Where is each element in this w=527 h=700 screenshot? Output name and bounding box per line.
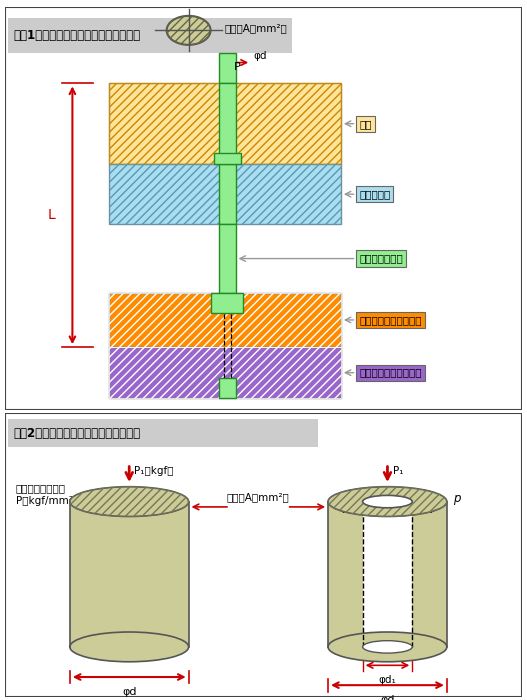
Bar — [109, 293, 341, 347]
Text: コア: コア — [359, 119, 372, 129]
Text: エジェクタプレート上: エジェクタプレート上 — [359, 315, 422, 325]
Bar — [109, 83, 341, 164]
Ellipse shape — [328, 632, 447, 662]
Text: L: L — [48, 209, 56, 223]
Text: 【図1】エジェクタピンの一般的利用例: 【図1】エジェクタピンの一般的利用例 — [13, 29, 140, 43]
Text: φd: φd — [380, 695, 395, 700]
Bar — [219, 53, 236, 83]
Ellipse shape — [328, 486, 447, 517]
Bar — [219, 83, 236, 164]
Bar — [109, 164, 341, 224]
Ellipse shape — [363, 640, 412, 653]
Bar — [214, 153, 241, 164]
Bar — [219, 378, 236, 398]
Bar — [109, 164, 341, 224]
Text: 【図2】エジェクタビン先端部受圧状況: 【図2】エジェクタビン先端部受圧状況 — [13, 427, 140, 440]
Text: φd: φd — [122, 687, 136, 697]
Ellipse shape — [167, 16, 211, 45]
Text: p: p — [453, 491, 461, 505]
Bar — [109, 347, 341, 398]
Text: 断面積A［mm²］: 断面積A［mm²］ — [225, 23, 288, 33]
Ellipse shape — [70, 486, 189, 517]
Text: キャビティ内圧力: キャビティ内圧力 — [16, 483, 65, 493]
Text: 可動側型板: 可動側型板 — [359, 189, 391, 199]
Bar — [8, 18, 292, 53]
Bar — [219, 224, 236, 293]
Text: エジェクタプレート下: エジェクタプレート下 — [359, 368, 422, 378]
Text: P₁（kgf）: P₁（kgf） — [134, 466, 174, 476]
Bar — [109, 83, 341, 164]
Text: P: P — [234, 62, 241, 71]
Bar — [219, 164, 236, 224]
Bar — [109, 293, 341, 347]
Text: P（kgf/mm²）: P（kgf/mm²） — [16, 496, 79, 506]
Bar — [328, 502, 447, 647]
Bar — [363, 502, 412, 647]
Text: φd₁: φd₁ — [378, 675, 396, 685]
Text: φd: φd — [253, 51, 267, 62]
Ellipse shape — [363, 496, 412, 508]
Text: P₁: P₁ — [393, 466, 403, 476]
Text: 断面積A［mm²］: 断面積A［mm²］ — [227, 493, 290, 503]
Bar — [109, 347, 341, 398]
Bar — [8, 419, 318, 447]
Text: エジェクタピン: エジェクタピン — [359, 253, 403, 264]
Bar — [211, 293, 243, 313]
Ellipse shape — [70, 632, 189, 662]
Bar — [70, 502, 189, 647]
